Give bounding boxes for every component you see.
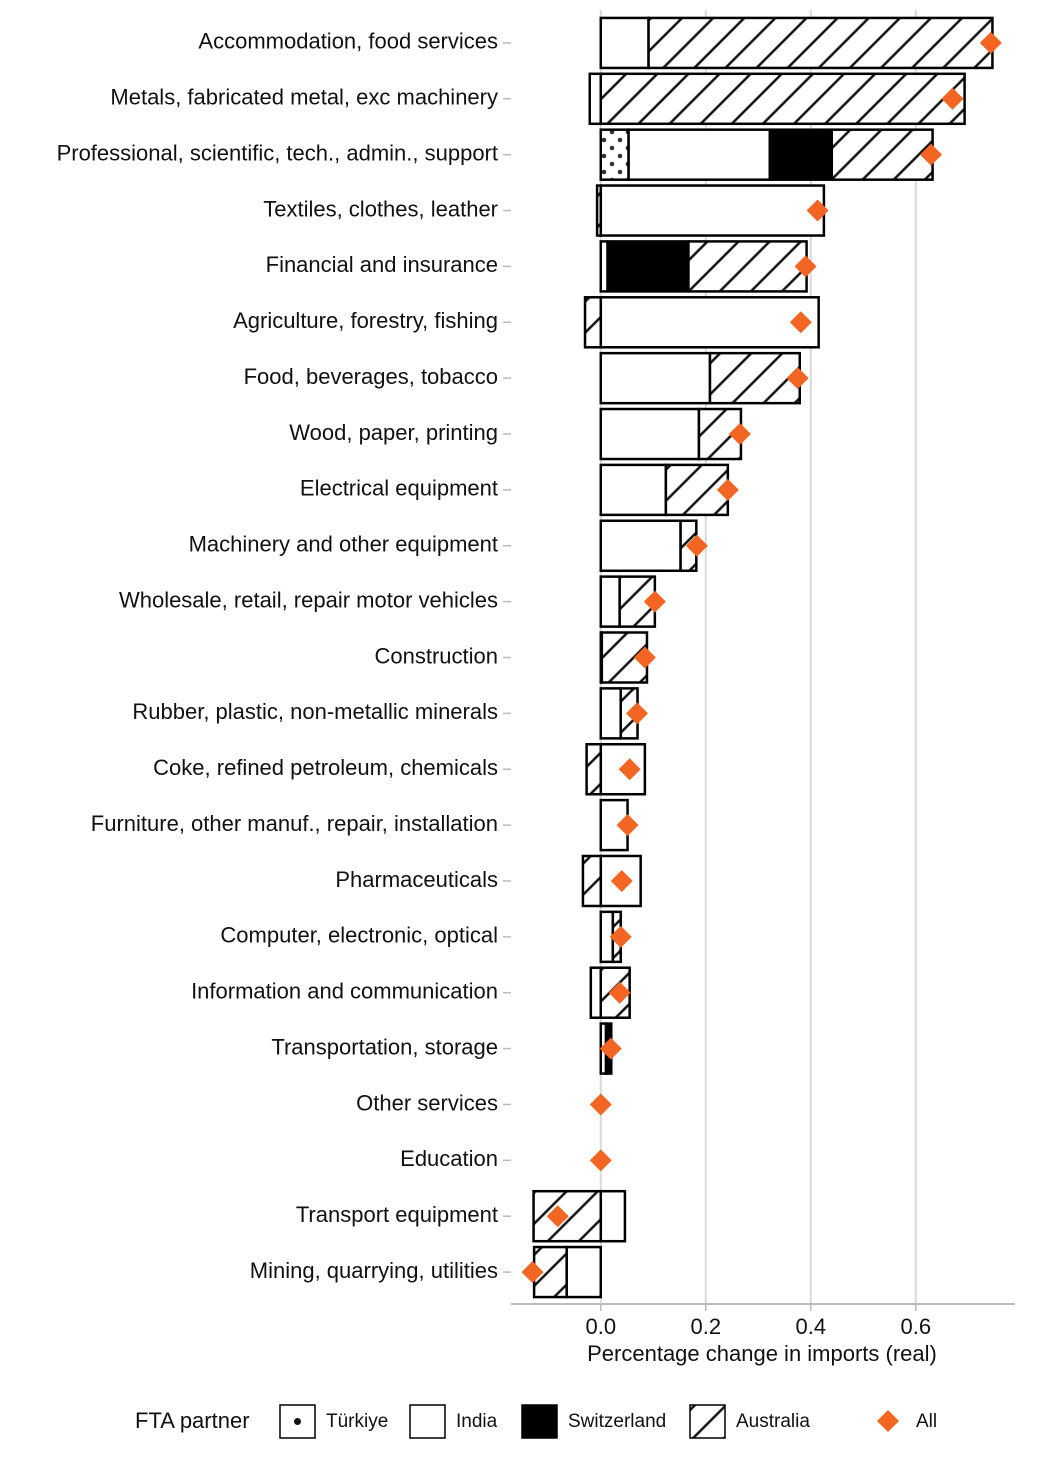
y-tick-label: Construction [374,643,498,668]
x-tick-label: 0.0 [585,1314,616,1339]
legend-key [409,1404,446,1439]
y-tick-label: Computer, electronic, optical [220,923,498,948]
bar-segment [599,351,712,405]
y-tick-label: Transportation, storage [271,1034,498,1059]
bar-segment [599,1189,627,1243]
total-marker [599,1037,622,1060]
total-marker [618,758,641,781]
total-marker [609,925,632,948]
total-marker [786,367,809,390]
total-marker [806,199,829,222]
x-tick-label: 0.4 [795,1314,826,1339]
total-marker [716,478,739,501]
y-tick-label: Financial and insurance [266,252,498,277]
legend-label: All [916,1411,937,1432]
total-marker [728,423,751,446]
total-marker [920,143,942,166]
x-tick-label: 0.2 [690,1314,721,1339]
y-tick-label: Agriculture, forestry, fishing [233,308,498,333]
bar-segment [599,72,966,126]
y-tick-label: Electrical equipment [300,476,498,501]
y-tick-label: Information and communication [191,979,498,1004]
bar-segment [647,16,994,70]
legend-title: FTA partner [135,1408,250,1433]
x-axis-label: Percentage change in imports (real) [587,1341,937,1366]
bar-segment [599,463,668,517]
legend-label: Australia [736,1411,810,1432]
legend-key [521,1404,558,1439]
bar-segment [589,966,603,1019]
legend-key-dot [294,1418,301,1425]
legend-label: Türkiye [326,1411,388,1432]
legend-key [877,1410,899,1432]
total-marker [616,814,639,837]
bar-segment [599,296,820,349]
bar-segment [768,128,834,181]
y-tick-label: Coke, refined petroleum, chemicals [153,755,498,780]
y-tick-label: Professional, scientific, tech., admin.,… [57,140,498,165]
legend-key [689,1404,726,1439]
y-tick-label: Other services [356,1090,498,1115]
y-tick-label: Education [400,1146,498,1171]
bar-segment [583,296,603,349]
total-marker [633,646,656,669]
y-tick-label: Mining, quarrying, utilities [250,1258,498,1283]
total-marker [685,534,708,557]
total-marker [589,1149,612,1172]
bar-segment [595,184,603,237]
total-marker [789,311,812,334]
bar-segment [565,1245,603,1299]
total-marker [608,981,631,1004]
bar-segment [588,72,603,126]
y-tick-label: Wood, paper, printing [289,420,498,445]
bar-segment [830,128,934,181]
y-tick-label: Accommodation, food services [198,29,498,54]
total-marker [643,590,666,613]
total-marker [626,702,648,725]
bar-segment [599,687,622,740]
bar-segment [599,16,650,70]
bar-segment [599,519,682,573]
legend-label: Switzerland [568,1411,666,1432]
bar-segment [708,351,801,405]
total-marker [979,31,1002,54]
y-tick-label: Wholesale, retail, repair motor vehicles [119,587,498,612]
total-marker [941,87,964,110]
total-marker [794,255,817,278]
y-tick-label: Metals, fabricated metal, exc machinery [110,85,498,110]
y-tick-label: Furniture, other manuf., repair, install… [91,811,498,836]
bar-segment [599,407,701,461]
total-marker [610,869,633,892]
bar-segment [599,184,826,237]
bar-segment [585,742,603,796]
y-tick-label: Textiles, clothes, leather [263,196,498,221]
legend-label: India [456,1411,498,1432]
bar-segment [627,128,772,181]
bar-segment [599,575,621,628]
total-marker [546,1205,569,1228]
y-tick-label: Rubber, plastic, non-metallic minerals [132,699,498,724]
total-marker [521,1261,544,1284]
y-tick-label: Machinery and other equipment [189,532,498,557]
y-tick-label: Transport equipment [296,1202,498,1227]
bar-segment [606,240,690,293]
bar-segment [687,240,808,293]
y-tick-label: Pharmaceuticals [335,867,498,892]
y-tick-label: Food, beverages, tobacco [244,364,498,389]
bar-segment [599,128,630,181]
bar-segment [581,854,603,908]
x-tick-label: 0.6 [900,1314,931,1339]
total-marker [589,1093,612,1116]
